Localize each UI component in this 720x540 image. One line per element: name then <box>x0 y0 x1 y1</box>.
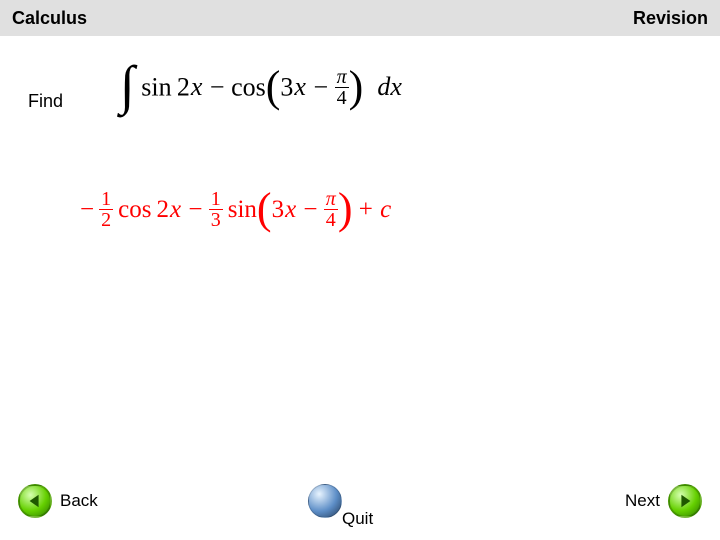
term1-coef: 2 <box>177 72 190 101</box>
back-button[interactable]: Back <box>18 484 98 518</box>
ans-t2-infrac: π 4 <box>324 189 338 230</box>
next-label: Next <box>625 491 660 511</box>
term2-frac-num: π <box>335 67 349 88</box>
ans-t2-den: 3 <box>209 210 223 230</box>
quit-button[interactable]: Quit <box>308 484 381 518</box>
ans-rparen: ) <box>338 184 353 233</box>
ans-t1-coef: 1 2 <box>99 189 113 230</box>
ans-t2-incoef: 3 <box>272 196 285 223</box>
rparen: ) <box>349 62 364 111</box>
quit-label: Quit <box>342 509 373 529</box>
ans-t1-num: 1 <box>99 189 113 210</box>
ans-lparen: ( <box>257 184 272 233</box>
find-label: Find <box>28 91 63 112</box>
ans-t2-num: 1 <box>209 189 223 210</box>
back-label: Back <box>60 491 98 511</box>
ans-t1-argcoef: 2 <box>156 196 169 223</box>
term2-func: cos <box>231 72 266 101</box>
ans-t1-func: cos <box>118 196 151 223</box>
ans-t2-func: sin <box>228 196 257 223</box>
lparen: ( <box>266 62 281 111</box>
ans-op2: + <box>359 196 373 223</box>
term2-op: − <box>313 72 328 101</box>
ans-t2-infrac-num: π <box>324 189 338 210</box>
term2-coef: 3 <box>280 72 293 101</box>
content-area: Find ∫ sin 2x − cos(3x − π 4 ) dx − 1 2 … <box>0 36 720 480</box>
term2-frac: π 4 <box>335 67 349 108</box>
ans-const: c <box>379 196 392 223</box>
op1: − <box>210 72 225 101</box>
term1-func: sin <box>141 72 171 101</box>
header-title-right: Revision <box>633 8 708 29</box>
header-bar: Calculus Revision <box>0 0 720 36</box>
integral-sign: ∫ <box>120 69 135 101</box>
answer-expression: − 1 2 cos 2x − 1 3 sin(3x − π 4 ) + c <box>80 186 392 237</box>
ans-t1-den: 2 <box>99 210 113 230</box>
ans-lead-sign: − <box>80 196 94 223</box>
differential: dx <box>376 72 403 101</box>
term2-frac-den: 4 <box>335 88 349 108</box>
term1-var: x <box>190 72 204 101</box>
problem-expression: ∫ sin 2x − cos(3x − π 4 ) dx <box>120 64 403 115</box>
ans-t2-inop: − <box>303 196 317 223</box>
header-title-left: Calculus <box>12 8 87 29</box>
ans-op1: − <box>188 196 202 223</box>
ans-t2-coef: 1 3 <box>209 189 223 230</box>
quit-ball-icon <box>308 484 342 518</box>
term2-var: x <box>293 72 307 101</box>
ans-t2-infrac-den: 4 <box>324 210 338 230</box>
next-arrow-icon <box>668 484 702 518</box>
next-button[interactable]: Next <box>625 484 702 518</box>
ans-t1-var: x <box>169 196 182 223</box>
ans-t2-invar: x <box>284 196 297 223</box>
back-arrow-icon <box>18 484 52 518</box>
nav-bar: Back Quit Next <box>0 476 720 526</box>
